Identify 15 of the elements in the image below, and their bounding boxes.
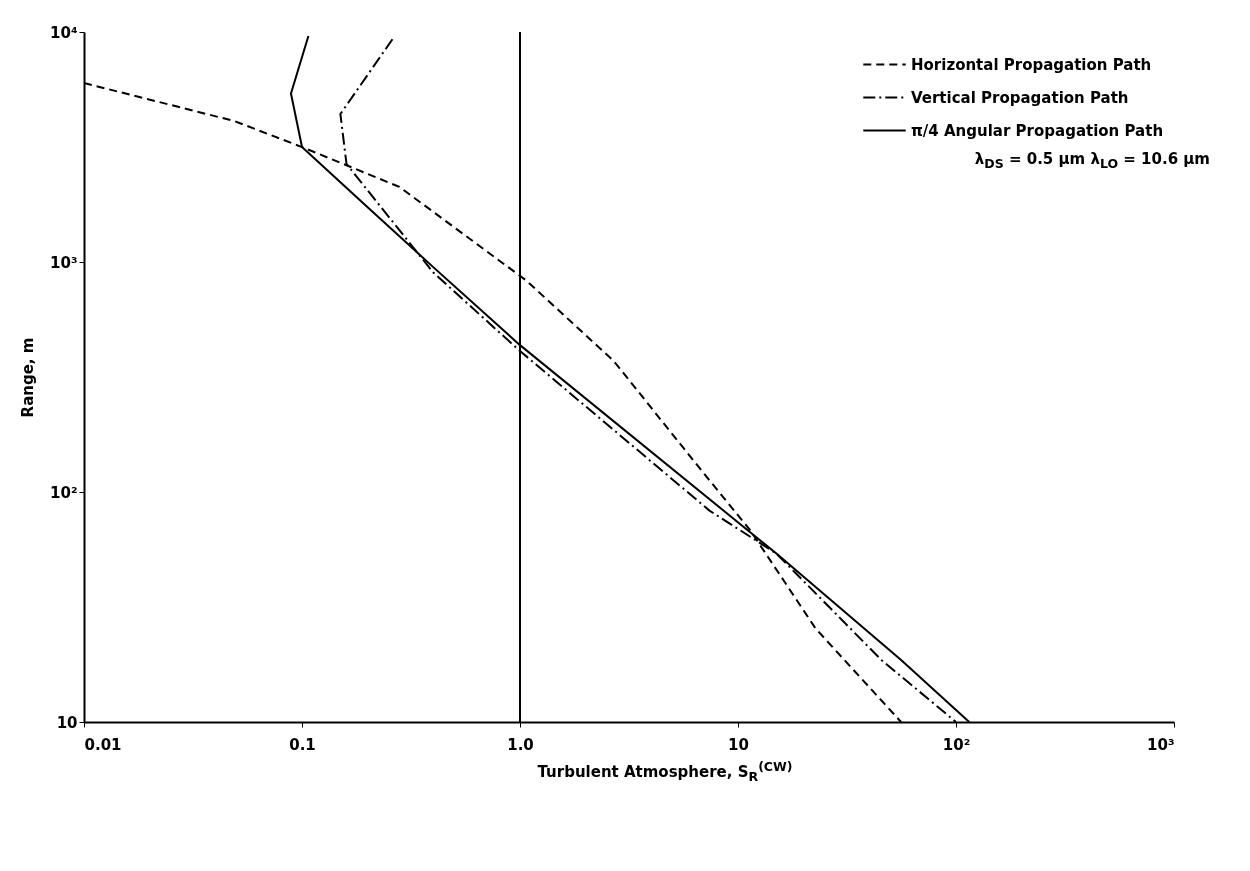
legend-label: π/4 Angular Propagation Path — [911, 121, 1164, 140]
x-tick-label: 0.01 — [84, 735, 122, 754]
legend-label: Vertical Propagation Path — [911, 88, 1129, 107]
x-tick-label: 10 — [728, 735, 749, 754]
y-axis-title: Range, m — [19, 337, 38, 418]
y-tick-label: 10⁴ — [50, 23, 78, 42]
x-tick-label: 1.0 — [507, 735, 534, 754]
y-tick-label: 10 — [56, 713, 78, 732]
x-tick-label: 10³ — [1147, 735, 1175, 754]
legend-label: Horizontal Propagation Path — [911, 55, 1152, 74]
x-tick-label: 10² — [942, 735, 971, 754]
y-tick-label: 10³ — [50, 253, 78, 272]
x-tick-label: 0.1 — [289, 735, 316, 754]
annotation: λ$_{DS}$ = 0.5 μm λ$_{LO}$ = 10.6 μm — [974, 150, 1210, 171]
y-tick-label: 10² — [50, 483, 78, 502]
